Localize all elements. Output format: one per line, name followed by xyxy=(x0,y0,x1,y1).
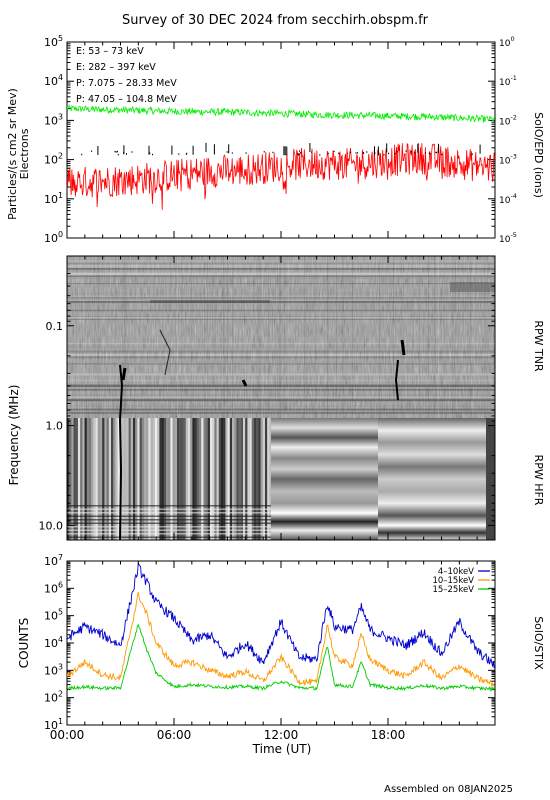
stix-right-label: SolO/STIX xyxy=(532,616,545,670)
epd-series xyxy=(67,103,495,210)
y-tick-label: 104 xyxy=(44,73,63,88)
y2-tick-label: 10-4 xyxy=(499,192,517,206)
y2-tick-label: 10-1 xyxy=(499,74,517,88)
y-tick-label: 1.0 xyxy=(46,420,64,433)
x-tick-label: 18:00 xyxy=(371,728,406,742)
y-tick-label: 106 xyxy=(44,580,63,595)
footer-assembled: Assembled on 08JAN2025 xyxy=(384,784,513,795)
y-tick-label: 103 xyxy=(44,662,63,677)
y2-tick-label: 10-5 xyxy=(499,231,517,245)
epd-ylabel-electrons: Electrons xyxy=(18,128,31,179)
rpw-panel: 0.1 1.0 10.0 Frequency (MHz) RPW TNR RPW H… xyxy=(7,255,545,541)
stix-legend-entry: 15–25keV xyxy=(432,585,474,595)
stix-legend-entry: 10–15keV xyxy=(432,576,474,586)
y2-tick-label: 10-2 xyxy=(499,113,517,127)
y-tick-label: 102 xyxy=(44,690,63,705)
y-tick-label: 102 xyxy=(44,152,63,167)
y-tick-label: 0.1 xyxy=(46,320,64,333)
epd-frame xyxy=(66,41,496,239)
y-tick-label: 103 xyxy=(44,112,63,127)
epd-legend: E: 53 – 73 keV E: 282 – 397 keV P: 7.075… xyxy=(76,46,177,105)
stix-legend-entry: 4–10keV xyxy=(438,567,474,577)
epd-ylabel: Particles/(s cm2 sr Mev) xyxy=(6,88,19,220)
y-tick-label: 105 xyxy=(44,608,63,623)
y-tick-label: 10.0 xyxy=(39,519,64,532)
x-axis-label: Time (UT) xyxy=(252,742,312,756)
epd-y-ticks: 100 101 102 103 104 105 10-5 10-4 10-3 10-2 10-1 10… xyxy=(44,34,517,245)
epd-legend-entry: P: 7.075 – 28.33 MeV xyxy=(76,78,177,89)
x-tick-label: 06:00 xyxy=(157,728,192,742)
rpw-right-label-hfr: RPW HFR xyxy=(532,455,545,506)
x-tick-label: 00:00 xyxy=(50,728,85,742)
y2-tick-label: 100 xyxy=(499,35,515,49)
stix-panel: 101 102 103 104 105 106 107 4–10keV 10–15keV 1… xyxy=(17,42,545,756)
epd-legend-entry: E: 53 – 73 keV xyxy=(76,46,144,57)
stix-series-line xyxy=(67,592,495,687)
epd-panel: 100 101 102 103 104 105 10-5 10-4 10-3 10-2 10-1 10… xyxy=(6,34,545,245)
epd-series-line xyxy=(67,103,495,123)
y-tick-label: 105 xyxy=(44,34,63,49)
rpw-spectrogram xyxy=(67,256,495,541)
y-tick-label: 101 xyxy=(44,717,63,732)
epd-legend-entry: P: 47.05 – 104.8 MeV xyxy=(76,94,177,105)
y-tick-label: 101 xyxy=(44,191,63,206)
epd-right-label: SolO/EPD (ions) xyxy=(532,112,545,198)
stix-series-line xyxy=(67,623,495,692)
y2-tick-label: 10-3 xyxy=(499,153,517,167)
rpw-y-ticks: 0.1 1.0 10.0 xyxy=(39,255,495,532)
y-tick-label: 100 xyxy=(44,230,63,245)
stix-ylabel: COUNTS xyxy=(17,618,31,669)
x-tick-label: 12:00 xyxy=(264,728,299,742)
stix-y-ticks: 101 102 103 104 105 106 107 xyxy=(44,553,495,732)
epd-proton-marks xyxy=(81,142,481,156)
rpw-right-label-tnr: RPW TNR xyxy=(532,320,545,372)
rpw-ylabel: Frequency (MHz) xyxy=(7,385,21,486)
epd-legend-entry: E: 282 – 397 keV xyxy=(76,62,156,73)
y-tick-label: 104 xyxy=(44,635,63,650)
stix-legend: 4–10keV 10–15keV 15–25keV xyxy=(432,567,490,595)
x-axis-ticks: 00:00 06:00 12:00 18:00 xyxy=(50,42,496,742)
y-tick-label: 107 xyxy=(44,553,63,568)
figure-title: Survey of 30 DEC 2024 from secchirh.obsp… xyxy=(122,13,429,28)
epd-series-line xyxy=(67,143,495,210)
